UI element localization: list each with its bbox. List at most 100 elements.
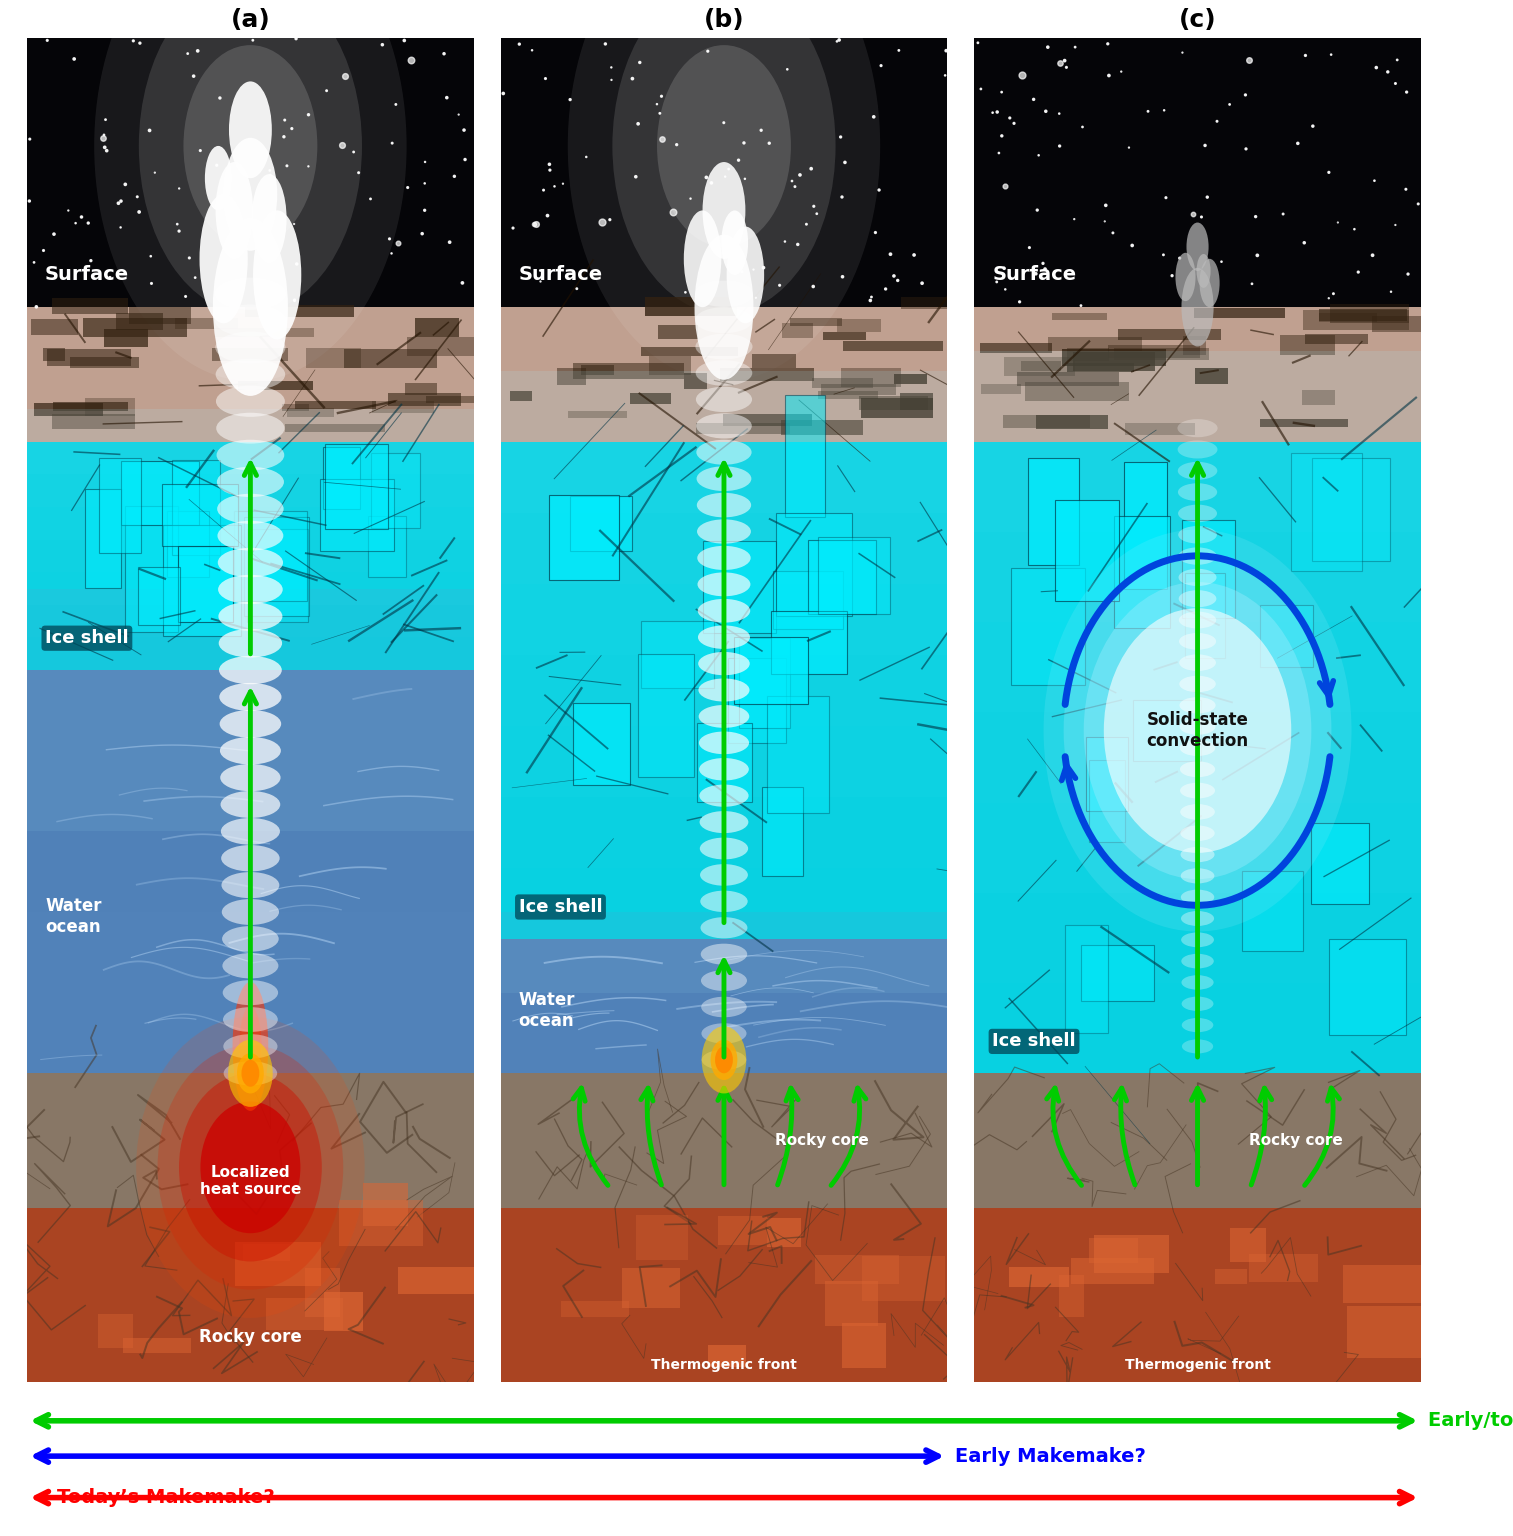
- Bar: [1109, 346, 1200, 358]
- Bar: [27, 1207, 474, 1382]
- Ellipse shape: [696, 333, 752, 359]
- Point: [79, 249, 103, 273]
- Point: [802, 194, 826, 218]
- Point: [492, 81, 516, 106]
- Bar: [720, 369, 814, 381]
- Bar: [820, 384, 896, 395]
- Bar: [343, 349, 437, 369]
- Bar: [501, 1074, 947, 1207]
- Point: [534, 66, 558, 91]
- Point: [828, 28, 852, 52]
- Point: [452, 118, 477, 143]
- Bar: [1319, 309, 1407, 321]
- Point: [1395, 80, 1419, 104]
- Bar: [115, 313, 163, 330]
- Ellipse shape: [216, 359, 284, 390]
- Point: [902, 243, 926, 267]
- Point: [346, 160, 371, 184]
- Bar: [808, 541, 876, 614]
- Bar: [27, 539, 474, 573]
- Point: [531, 178, 555, 203]
- Ellipse shape: [697, 545, 750, 570]
- Ellipse shape: [701, 837, 747, 860]
- Point: [95, 138, 120, 163]
- Bar: [501, 370, 947, 442]
- Point: [664, 132, 688, 157]
- Text: Water
ocean: Water ocean: [45, 897, 101, 935]
- Point: [985, 270, 1009, 295]
- Bar: [295, 401, 375, 409]
- Point: [645, 92, 669, 117]
- Ellipse shape: [699, 679, 749, 702]
- Bar: [974, 1207, 1421, 1382]
- Ellipse shape: [1064, 556, 1331, 905]
- Ellipse shape: [1177, 419, 1218, 438]
- Point: [431, 41, 455, 66]
- Ellipse shape: [567, 0, 881, 381]
- Bar: [1312, 458, 1389, 561]
- Point: [139, 272, 163, 296]
- Point: [1182, 201, 1206, 226]
- Bar: [772, 611, 847, 674]
- Ellipse shape: [139, 0, 362, 313]
- Point: [1055, 55, 1079, 80]
- Point: [965, 31, 990, 55]
- Point: [386, 230, 410, 255]
- Point: [177, 246, 201, 270]
- Point: [109, 189, 133, 214]
- Point: [106, 190, 130, 215]
- Ellipse shape: [1182, 1040, 1213, 1054]
- Bar: [215, 327, 313, 338]
- Point: [501, 215, 525, 240]
- Point: [623, 164, 648, 189]
- Ellipse shape: [242, 1060, 259, 1087]
- Bar: [1126, 424, 1195, 435]
- Ellipse shape: [722, 210, 747, 275]
- Point: [800, 275, 825, 300]
- Ellipse shape: [1179, 547, 1216, 565]
- Bar: [32, 319, 79, 335]
- Bar: [728, 657, 785, 743]
- Point: [1321, 281, 1345, 306]
- Point: [1383, 71, 1407, 95]
- Bar: [859, 396, 927, 410]
- Point: [805, 201, 829, 226]
- Bar: [1086, 737, 1129, 811]
- Bar: [1260, 605, 1313, 667]
- Point: [437, 230, 461, 255]
- Point: [782, 175, 806, 200]
- Bar: [776, 513, 852, 616]
- Ellipse shape: [697, 599, 750, 622]
- Point: [732, 244, 756, 269]
- Bar: [501, 797, 947, 868]
- Bar: [1242, 871, 1304, 951]
- Point: [280, 117, 304, 141]
- Ellipse shape: [215, 332, 286, 364]
- Bar: [1011, 568, 1085, 685]
- Ellipse shape: [1044, 530, 1351, 931]
- Ellipse shape: [1182, 997, 1213, 1011]
- Bar: [130, 307, 191, 324]
- Bar: [27, 637, 474, 670]
- Bar: [1215, 1269, 1247, 1284]
- Point: [446, 103, 471, 127]
- Bar: [404, 382, 437, 395]
- Point: [64, 210, 88, 235]
- Point: [825, 29, 849, 54]
- Point: [1097, 63, 1121, 88]
- Bar: [398, 1267, 486, 1295]
- Ellipse shape: [1179, 484, 1216, 501]
- Bar: [501, 442, 947, 938]
- Point: [867, 178, 891, 203]
- Point: [1271, 201, 1295, 226]
- Ellipse shape: [1180, 783, 1215, 799]
- Ellipse shape: [1182, 1018, 1213, 1032]
- Point: [410, 221, 434, 246]
- Bar: [35, 402, 103, 416]
- Bar: [635, 1215, 688, 1260]
- Bar: [1291, 453, 1362, 571]
- Point: [648, 101, 672, 126]
- Ellipse shape: [702, 1049, 746, 1071]
- Ellipse shape: [224, 138, 277, 250]
- Bar: [1195, 369, 1229, 384]
